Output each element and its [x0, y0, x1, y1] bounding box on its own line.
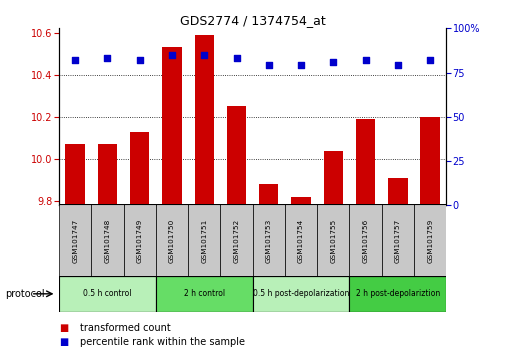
- Bar: [259, 184, 279, 205]
- Text: GSM101750: GSM101750: [169, 218, 175, 263]
- Bar: [349, 204, 382, 278]
- Bar: [162, 47, 182, 205]
- Text: GSM101756: GSM101756: [363, 218, 369, 263]
- Point: [135, 57, 144, 63]
- Bar: [59, 276, 156, 312]
- Text: 0.5 h post-depolarization: 0.5 h post-depolarization: [253, 289, 349, 298]
- Point: [168, 52, 176, 58]
- Bar: [285, 204, 317, 278]
- Bar: [91, 204, 124, 278]
- Text: 2 h post-depolariztion: 2 h post-depolariztion: [356, 289, 440, 298]
- Text: GSM101755: GSM101755: [330, 218, 337, 263]
- Text: protocol: protocol: [5, 289, 45, 299]
- Text: 0.5 h control: 0.5 h control: [83, 289, 132, 298]
- Bar: [317, 204, 349, 278]
- Bar: [388, 178, 407, 205]
- Text: GSM101759: GSM101759: [427, 218, 433, 263]
- Point: [394, 63, 402, 68]
- Text: transformed count: transformed count: [80, 323, 170, 333]
- Text: GSM101749: GSM101749: [136, 218, 143, 263]
- Bar: [66, 144, 85, 205]
- Text: GSM101753: GSM101753: [266, 218, 272, 263]
- Point: [103, 56, 111, 61]
- Point: [426, 57, 435, 63]
- Bar: [97, 144, 117, 205]
- Bar: [227, 106, 246, 205]
- Point: [362, 57, 370, 63]
- Bar: [252, 204, 285, 278]
- Bar: [130, 132, 149, 205]
- Point: [265, 63, 273, 68]
- Text: GSM101751: GSM101751: [201, 218, 207, 263]
- Text: ■: ■: [59, 323, 68, 333]
- Text: GSM101748: GSM101748: [105, 218, 110, 263]
- Bar: [156, 276, 252, 312]
- Bar: [291, 197, 311, 205]
- Bar: [156, 204, 188, 278]
- Bar: [356, 119, 376, 205]
- Point: [297, 63, 305, 68]
- Title: GDS2774 / 1374754_at: GDS2774 / 1374754_at: [180, 14, 326, 27]
- Bar: [221, 204, 252, 278]
- Bar: [252, 276, 349, 312]
- Bar: [59, 204, 91, 278]
- Point: [71, 57, 79, 63]
- Point: [200, 52, 208, 58]
- Bar: [124, 204, 156, 278]
- Point: [232, 56, 241, 61]
- Bar: [382, 204, 414, 278]
- Bar: [324, 150, 343, 205]
- Text: GSM101752: GSM101752: [233, 218, 240, 263]
- Bar: [194, 35, 214, 205]
- Bar: [188, 204, 221, 278]
- Text: ■: ■: [59, 337, 68, 347]
- Bar: [349, 276, 446, 312]
- Text: percentile rank within the sample: percentile rank within the sample: [80, 337, 245, 347]
- Text: GSM101757: GSM101757: [395, 218, 401, 263]
- Bar: [421, 117, 440, 205]
- Text: GSM101754: GSM101754: [298, 218, 304, 263]
- Text: GSM101747: GSM101747: [72, 218, 78, 263]
- Text: 2 h control: 2 h control: [184, 289, 225, 298]
- Bar: [414, 204, 446, 278]
- Point: [329, 59, 338, 65]
